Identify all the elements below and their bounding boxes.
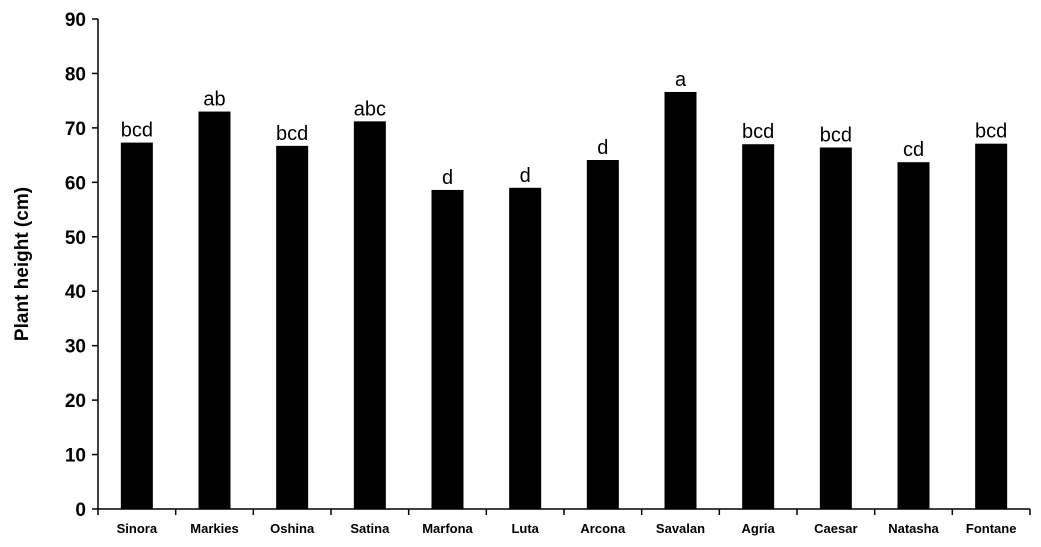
bar-fontane <box>975 143 1008 509</box>
bar-agria <box>742 144 775 509</box>
bar-annotation-luta: d <box>520 165 531 187</box>
x-ticks-layer: Sinora Markies Oshina Satina Marfona Luta Arco… <box>97 509 1031 536</box>
y-ticks-layer: 0 10 20 30 40 50 60 70 80 90 <box>65 10 98 521</box>
axes-layer <box>97 19 1030 510</box>
bar-satina <box>353 121 386 509</box>
x-tick-label-fontane: Fontane <box>966 521 1017 536</box>
bar-annotation-fontane: bcd <box>975 121 1007 143</box>
x-tick-label-oshina: Oshina <box>270 521 315 536</box>
bar-annotation-satina: abc <box>354 98 386 120</box>
bar-markies <box>198 111 231 510</box>
bar-caesar <box>819 147 852 509</box>
y-tick-label: 40 <box>65 282 86 303</box>
x-tick-label-arcona: Arcona <box>580 521 626 536</box>
x-tick-label-luta: Luta <box>511 521 539 536</box>
x-tick-label-natasha: Natasha <box>888 521 939 536</box>
bar-luta <box>509 187 542 509</box>
bar-arcona <box>586 160 619 509</box>
y-axis-title: Plant height (cm) <box>12 187 33 341</box>
bar-annotation-caesar: bcd <box>820 124 852 146</box>
x-tick-label-satina: Satina <box>350 521 390 536</box>
y-tick-label: 10 <box>65 446 86 467</box>
bar-annotation-sinora: bcd <box>121 120 153 142</box>
bar-oshina <box>276 145 309 509</box>
bar-annotation-markies: ab <box>203 89 225 111</box>
bar-annotation-natasha: cd <box>903 139 924 161</box>
bar-annotation-agria: bcd <box>742 121 774 143</box>
bar-annotation-oshina: bcd <box>276 123 308 145</box>
x-tick-label-agria: Agria <box>742 521 776 536</box>
y-tick-label: 0 <box>75 500 86 521</box>
bar-annotation-savalan: a <box>675 69 687 91</box>
y-tick-label: 50 <box>65 228 86 249</box>
bar-annotation-marfona: d <box>442 167 453 189</box>
x-tick-label-markies: Markies <box>190 521 238 536</box>
y-tick-label: 90 <box>65 10 86 31</box>
x-tick-label-marfona: Marfona <box>422 521 473 536</box>
y-tick-label: 70 <box>65 119 86 140</box>
bar-natasha <box>897 162 930 509</box>
x-tick-label-sinora: Sinora <box>117 521 158 536</box>
bar-marfona <box>431 189 464 509</box>
y-axis-title-group: Plant height (cm) <box>12 187 33 341</box>
bar-annotation-arcona: d <box>597 137 608 159</box>
y-tick-label: 60 <box>65 173 86 194</box>
bar-savalan <box>664 91 697 509</box>
bar-sinora <box>120 142 153 510</box>
x-tick-label-caesar: Caesar <box>814 521 857 536</box>
x-tick-label-savalan: Savalan <box>656 521 705 536</box>
y-tick-label: 20 <box>65 391 86 412</box>
bars-layer <box>120 91 1008 510</box>
y-tick-label: 80 <box>65 64 86 85</box>
y-tick-label: 30 <box>65 337 86 358</box>
